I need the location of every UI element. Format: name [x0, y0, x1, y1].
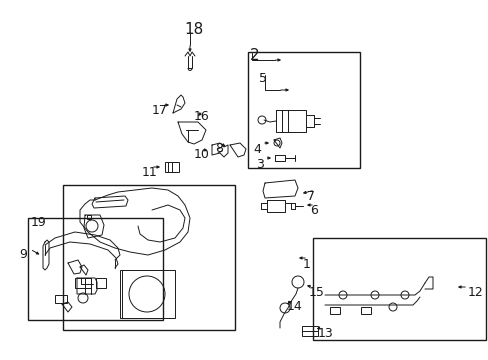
- Text: 16: 16: [194, 110, 209, 123]
- Text: 9: 9: [19, 248, 27, 261]
- Bar: [75, 278, 91, 288]
- Bar: [360, 307, 370, 314]
- Text: 14: 14: [286, 300, 302, 313]
- Bar: [329, 307, 339, 314]
- Bar: [247, 52, 359, 168]
- Text: 17: 17: [152, 104, 167, 117]
- Bar: [120, 270, 175, 318]
- Bar: [312, 238, 485, 340]
- Text: 7: 7: [306, 190, 314, 203]
- Text: 5: 5: [259, 72, 266, 85]
- Bar: [96, 278, 106, 288]
- Text: 19: 19: [31, 216, 47, 229]
- Text: 8: 8: [215, 142, 223, 155]
- Text: 1: 1: [303, 258, 310, 271]
- Text: 6: 6: [309, 204, 317, 217]
- Bar: [28, 218, 163, 320]
- Text: 2: 2: [249, 48, 259, 63]
- Text: 11: 11: [142, 166, 158, 179]
- Text: 12: 12: [467, 286, 483, 299]
- Bar: [164, 162, 179, 172]
- Text: 18: 18: [183, 22, 203, 37]
- Text: 15: 15: [308, 286, 324, 299]
- Bar: [87, 215, 91, 219]
- Bar: [63, 185, 235, 330]
- Bar: [55, 295, 67, 303]
- Text: 3: 3: [256, 158, 264, 171]
- Bar: [302, 326, 317, 336]
- Text: 10: 10: [194, 148, 209, 161]
- Text: 13: 13: [317, 327, 333, 340]
- Text: 4: 4: [252, 143, 260, 156]
